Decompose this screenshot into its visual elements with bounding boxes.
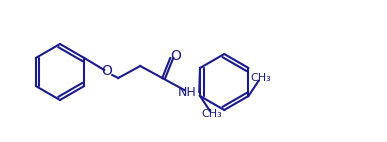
Text: O: O: [101, 64, 112, 78]
Text: NH: NH: [178, 85, 197, 99]
Text: CH₃: CH₃: [250, 73, 271, 83]
Text: CH₃: CH₃: [202, 109, 223, 119]
Text: O: O: [170, 49, 181, 63]
